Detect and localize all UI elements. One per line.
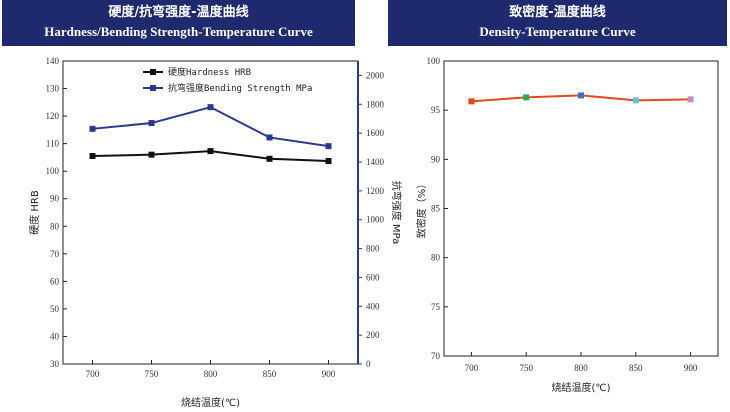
density-x-tick-label: 900 [684, 363, 698, 373]
density-y-tick-label: 80 [431, 253, 441, 263]
density-y-tick-label: 85 [431, 204, 441, 214]
density-point [687, 96, 694, 103]
right-y-tick-label: 600 [366, 272, 380, 282]
left-y-tick-label: 50 [50, 304, 60, 314]
bending-point [325, 143, 332, 150]
density-point [578, 92, 584, 99]
hardness-point [266, 155, 273, 162]
right-y-tick-label: 200 [366, 330, 380, 340]
right-y-tick-label: 400 [366, 301, 380, 311]
density-point [632, 97, 639, 104]
density-y-tick-label: 100 [427, 56, 441, 66]
left-y-tick-label: 100 [46, 166, 60, 176]
right-y-tick-label: 1400 [366, 157, 385, 167]
left-panel-title-cn: 硬度/抗弯强度-温度曲线 [108, 5, 249, 20]
right-y-tick-label: 2000 [366, 70, 385, 80]
hardness-point [148, 151, 155, 158]
density-y-axis-title: 致密度（%） [415, 179, 428, 239]
hardness-point [89, 153, 96, 160]
density-x-axis-title: 烧结温度(℃) [551, 381, 610, 394]
legend-bending-label: 抗弯强度Bending Strength MPa [168, 82, 312, 94]
left-y-tick-label: 110 [46, 139, 60, 149]
right-panel-header: 致密度-温度曲线 Density-Temperature Curve [388, 0, 727, 46]
right-y-axis-title: 抗弯强度 MPa [390, 181, 403, 245]
right-panel-title-en: Density-Temperature Curve [479, 24, 636, 39]
legend-hardness-marker [150, 69, 156, 75]
density-y-tick-label: 70 [431, 351, 441, 361]
right-y-tick-label: 1600 [366, 128, 385, 138]
left-y-tick-label: 130 [46, 84, 60, 94]
left-x-tick-label: 900 [322, 369, 336, 379]
left-y-tick-label: 140 [46, 56, 60, 66]
hardness-point [207, 148, 214, 155]
legend-hardness-label: 硬度Hardness HRB [168, 66, 251, 78]
left-x-axis-title: 烧结温度(℃) [181, 396, 240, 409]
density-point [523, 94, 530, 101]
right-y-tick-label: 0 [366, 359, 371, 369]
bending-point [266, 134, 273, 141]
left-x-tick-label: 750 [145, 369, 159, 379]
left-y-tick-label: 60 [50, 276, 60, 286]
right-y-tick-label: 800 [366, 244, 380, 254]
left-x-tick-label: 850 [263, 369, 277, 379]
bending-series-line [92, 106, 329, 148]
left-panel-title-en: Hardness/Bending Strength-Temperature Cu… [44, 24, 313, 39]
left-y-tick-label: 90 [50, 194, 60, 204]
left-panel-header: 硬度/抗弯强度-温度曲线 Hardness/Bending Strength-T… [2, 0, 355, 46]
density-y-tick-label: 90 [431, 154, 441, 164]
right-y-tick-label: 1000 [366, 215, 385, 225]
density-point [468, 98, 475, 105]
density-y-tick-label: 95 [431, 105, 441, 115]
left-y-tick-label: 120 [46, 111, 60, 121]
density-x-tick-label: 700 [465, 363, 479, 373]
density-x-tick-label: 750 [519, 363, 533, 373]
right-panel-title-cn: 致密度-温度曲线 [509, 5, 606, 20]
left-y-axis-title: 硬度 HRB [28, 190, 41, 235]
left-y-tick-label: 80 [50, 221, 60, 231]
right-y-tick-label: 1800 [366, 99, 385, 109]
left-x-tick-label: 800 [204, 369, 218, 379]
bending-point [89, 125, 96, 132]
hardness-point [325, 157, 332, 164]
density-y-tick-label: 75 [431, 302, 441, 312]
right-y-tick-label: 1200 [366, 186, 385, 196]
left-y-tick-label: 30 [50, 359, 60, 369]
bending-point [148, 120, 155, 127]
legend-bending-marker [150, 85, 156, 91]
density-x-tick-label: 850 [629, 363, 643, 373]
left-y-tick-label: 70 [50, 249, 60, 259]
bending-point [207, 104, 214, 111]
density-x-tick-label: 800 [574, 363, 588, 373]
right-plot-frame [443, 60, 719, 357]
left-x-tick-label: 700 [86, 369, 100, 379]
left-y-tick-label: 40 [50, 331, 60, 341]
